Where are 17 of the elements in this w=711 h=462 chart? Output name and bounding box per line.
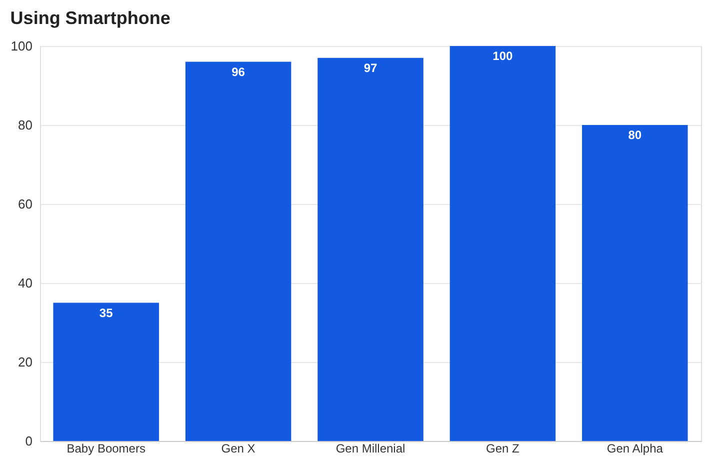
y-tick-label: 40	[18, 276, 32, 290]
x-tick-label: Gen Alpha	[606, 442, 664, 456]
y-tick-label: 20	[18, 354, 32, 370]
data-label: 80	[628, 128, 642, 142]
x-tick-label: Gen Millenial	[336, 442, 406, 456]
y-tick-label: 100	[10, 38, 32, 54]
y-tick-label: 80	[18, 118, 32, 132]
x-tick-label: Baby Boomers	[66, 442, 146, 456]
data-label: 97	[364, 60, 378, 75]
chart-title: Using Smartphone	[10, 8, 170, 28]
y-tick-label: 0	[25, 434, 32, 448]
data-label: 35	[99, 306, 114, 320]
x-tick-label: Gen Z	[486, 442, 520, 456]
x-tick-label: Gen X	[221, 442, 256, 456]
data-label: 96	[232, 64, 246, 79]
data-label: 100	[492, 49, 514, 63]
y-tick-label: 60	[18, 196, 32, 212]
